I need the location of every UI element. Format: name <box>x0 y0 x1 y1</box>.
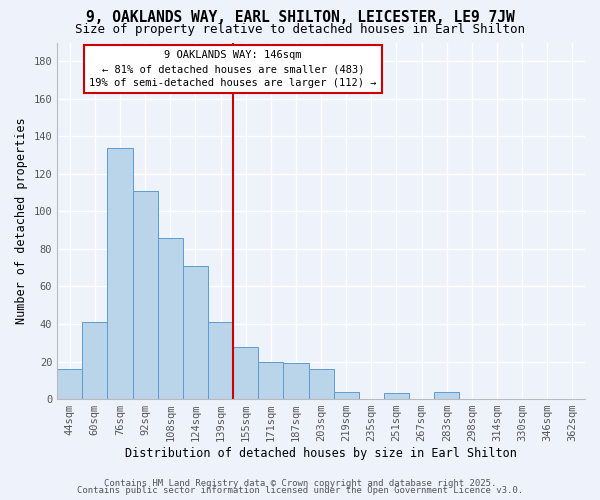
Bar <box>384 394 409 399</box>
Bar <box>283 364 308 399</box>
Bar <box>334 392 359 399</box>
Bar <box>183 266 208 399</box>
Y-axis label: Number of detached properties: Number of detached properties <box>15 118 28 324</box>
Bar <box>208 322 233 399</box>
Bar <box>434 392 460 399</box>
Text: Contains HM Land Registry data © Crown copyright and database right 2025.: Contains HM Land Registry data © Crown c… <box>104 478 496 488</box>
Text: 9, OAKLANDS WAY, EARL SHILTON, LEICESTER, LE9 7JW: 9, OAKLANDS WAY, EARL SHILTON, LEICESTER… <box>86 10 514 25</box>
Bar <box>158 238 183 399</box>
Text: Contains public sector information licensed under the Open Government Licence v3: Contains public sector information licen… <box>77 486 523 495</box>
Text: Size of property relative to detached houses in Earl Shilton: Size of property relative to detached ho… <box>75 22 525 36</box>
Bar <box>233 346 258 399</box>
X-axis label: Distribution of detached houses by size in Earl Shilton: Distribution of detached houses by size … <box>125 447 517 460</box>
Bar <box>133 191 158 399</box>
Bar <box>107 148 133 399</box>
Bar <box>82 322 107 399</box>
Bar <box>57 369 82 399</box>
Bar <box>258 362 283 399</box>
Text: 9 OAKLANDS WAY: 146sqm
← 81% of detached houses are smaller (483)
19% of semi-de: 9 OAKLANDS WAY: 146sqm ← 81% of detached… <box>89 50 377 88</box>
Bar <box>308 369 334 399</box>
